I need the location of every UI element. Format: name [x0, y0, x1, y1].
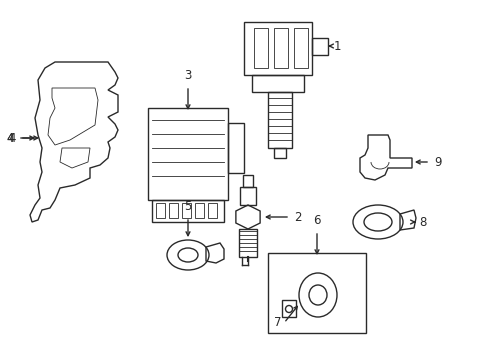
Bar — [152, 200, 224, 222]
Text: 6: 6 — [313, 214, 320, 227]
Bar — [169, 203, 178, 218]
Bar — [227, 123, 244, 173]
Bar — [195, 203, 203, 218]
Bar — [267, 253, 365, 333]
Bar — [182, 203, 191, 218]
Text: 4: 4 — [6, 131, 14, 144]
Bar — [156, 203, 164, 218]
Text: 5: 5 — [184, 200, 191, 213]
Text: 8: 8 — [418, 216, 426, 229]
Text: 2: 2 — [293, 211, 301, 224]
Bar — [148, 108, 227, 200]
Text: 9: 9 — [433, 156, 441, 168]
Text: 4: 4 — [8, 131, 16, 144]
Text: 4: 4 — [6, 131, 14, 144]
Text: 1: 1 — [333, 40, 341, 53]
Bar — [207, 203, 217, 218]
Text: 3: 3 — [184, 69, 191, 82]
Text: 7: 7 — [273, 316, 281, 329]
